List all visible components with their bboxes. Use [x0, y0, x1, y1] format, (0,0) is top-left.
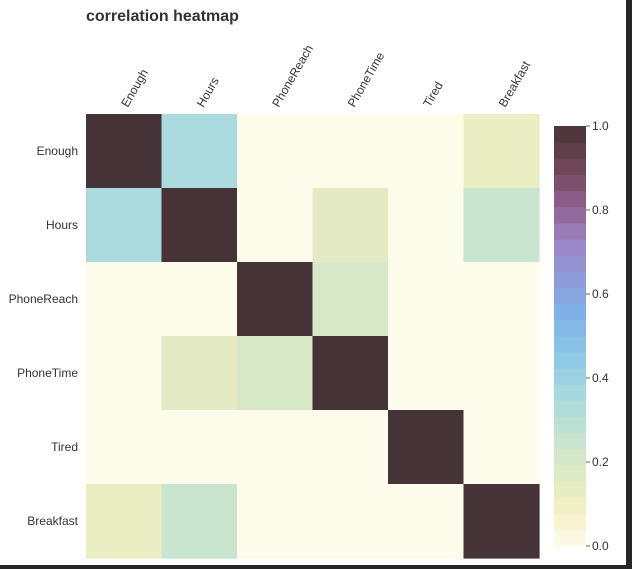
- heatmap-cell-breakfast-enough: [86, 484, 163, 559]
- heatmap-cell-enough-breakfast: [463, 114, 540, 189]
- heatmap-cell-enough-phonetime: [312, 114, 389, 189]
- heatmap-cells: [86, 114, 540, 559]
- heatmap-cell-phonereach-phonetime: [312, 262, 389, 337]
- y-tick-label: PhoneReach: [9, 292, 78, 306]
- colorbar-tick-label: 0.4: [592, 371, 609, 385]
- heatmap-cell-phonereach-tired: [388, 262, 465, 337]
- colorbar-segment: [554, 400, 586, 418]
- heatmap-cell-tired-tired: [388, 410, 465, 485]
- window-frame-bottom: [0, 565, 632, 569]
- heatmap-cell-phonereach-enough: [86, 262, 163, 337]
- y-tick-label: Tired: [51, 440, 78, 454]
- heatmap-cell-phonetime-hours: [161, 336, 238, 411]
- y-axis-labels: Enough Hours PhoneReach PhoneTime Tired Break…: [9, 144, 79, 528]
- colorbar-segment: [554, 513, 586, 531]
- heatmap-cell-breakfast-hours: [161, 484, 238, 559]
- colorbar-segment: [554, 497, 586, 515]
- colorbar-segment: [554, 449, 586, 466]
- colorbar-segment: [554, 174, 586, 192]
- heatmap-cell-tired-enough: [86, 410, 163, 485]
- heatmap-cell-phonereach-hours: [161, 262, 238, 337]
- window-frame-right: [626, 0, 632, 569]
- heatmap-cell-phonereach-phonereach: [237, 262, 314, 337]
- heatmap-cell-phonetime-enough: [86, 336, 163, 411]
- colorbar-segment: [554, 126, 586, 143]
- x-tick-label: Enough: [118, 67, 151, 110]
- colorbar-segment: [554, 352, 586, 369]
- colorbar-segment: [554, 255, 586, 272]
- heatmap-cell-breakfast-breakfast: [463, 484, 540, 559]
- colorbar-segment: [554, 384, 586, 402]
- x-tick-label: Hours: [194, 75, 222, 110]
- colorbar-segment: [554, 481, 586, 499]
- colorbar-segment: [554, 206, 586, 224]
- colorbar-tick-label: 0.0: [592, 539, 609, 553]
- x-tick-label: Tired: [420, 79, 446, 109]
- colorbar-segment: [554, 368, 586, 385]
- x-tick-label: PhoneReach: [269, 42, 316, 109]
- heatmap-cell-enough-hours: [161, 114, 238, 189]
- heatmap-cell-phonetime-phonereach: [237, 336, 314, 411]
- colorbar-segment: [554, 190, 586, 208]
- heatmap-cell-tired-phonereach: [237, 410, 314, 485]
- heatmap-cell-breakfast-phonetime: [312, 484, 389, 559]
- colorbar-tick-label: 0.6: [592, 287, 609, 301]
- y-tick-label: PhoneTime: [17, 366, 78, 380]
- colorbar-segment: [554, 271, 586, 289]
- colorbar-segment: [554, 303, 586, 321]
- y-tick-label: Enough: [37, 144, 78, 158]
- y-tick-label: Breakfast: [27, 514, 78, 528]
- heatmap-cell-breakfast-tired: [388, 484, 465, 559]
- heatmap-cell-hours-phonereach: [237, 188, 314, 263]
- colorbar-segment: [554, 158, 586, 175]
- heatmap-cell-phonereach-breakfast: [463, 262, 540, 337]
- colorbar-segment: [554, 319, 586, 337]
- heatmap-cell-hours-phonetime: [312, 188, 389, 263]
- heatmap-cell-phonetime-phonetime: [312, 336, 389, 411]
- colorbar-segment: [554, 222, 586, 240]
- heatmap-cell-enough-phonereach: [237, 114, 314, 189]
- heatmap-cell-enough-tired: [388, 114, 465, 189]
- x-axis-labels: Enough Hours PhoneReach PhoneTime Tired Break…: [118, 42, 533, 109]
- heatmap-cell-phonetime-breakfast: [463, 336, 540, 411]
- colorbar-segment: [554, 416, 586, 434]
- chart-title: correlation heatmap: [86, 8, 239, 25]
- colorbar-segment: [554, 142, 586, 159]
- x-tick-label: PhoneTime: [345, 49, 388, 109]
- heatmap-cell-hours-enough: [86, 188, 163, 263]
- heatmap-cell-enough-enough: [86, 114, 163, 189]
- x-tick-label: Breakfast: [496, 58, 534, 109]
- heatmap-cell-hours-hours: [161, 188, 238, 263]
- heatmap-cell-phonetime-tired: [388, 336, 465, 411]
- colorbar-segment: [554, 529, 586, 547]
- colorbar-tick-label: 0.8: [592, 203, 609, 217]
- heatmap-cell-hours-breakfast: [463, 188, 540, 263]
- colorbar-segment: [554, 465, 586, 482]
- colorbar-segment: [554, 239, 586, 256]
- heatmap-cell-hours-tired: [388, 188, 465, 263]
- colorbar-tick-label: 1.0: [592, 119, 609, 133]
- colorbar-tick-label: 0.2: [592, 455, 609, 469]
- heatmap-cell-tired-hours: [161, 410, 238, 485]
- colorbar-segment: [554, 432, 586, 450]
- colorbar-segment: [554, 336, 586, 353]
- heatmap-cell-tired-phonetime: [312, 410, 389, 485]
- heatmap-cell-breakfast-phonereach: [237, 484, 314, 559]
- colorbar-segment: [554, 287, 586, 305]
- y-tick-label: Hours: [46, 218, 78, 232]
- colorbar: 0.0 0.2 0.4 0.6 0.8 1.0: [554, 119, 609, 553]
- heatmap-cell-tired-breakfast: [463, 410, 540, 485]
